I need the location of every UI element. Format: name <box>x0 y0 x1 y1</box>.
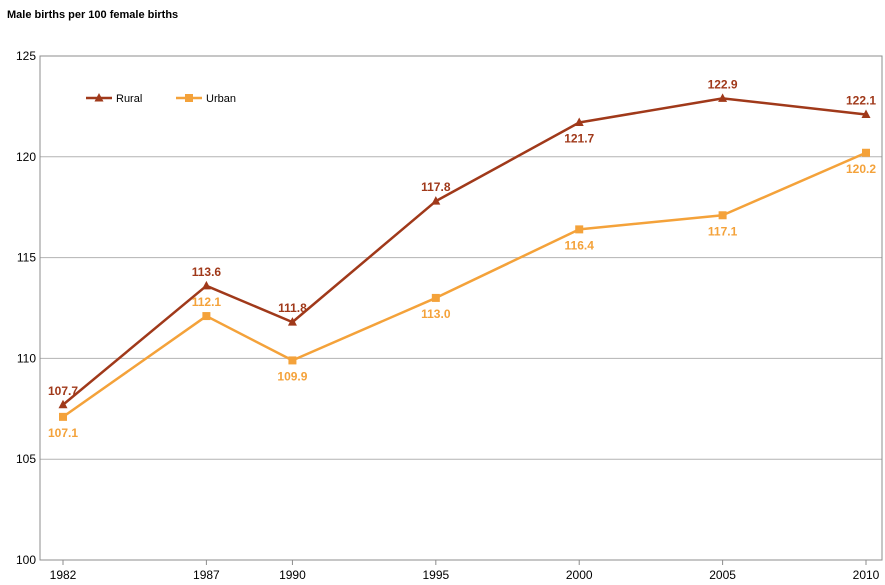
rural-data-label: 122.9 <box>708 77 738 91</box>
chart-title: Male births per 100 female births <box>7 9 179 21</box>
urban-point <box>202 312 211 321</box>
legend: Rural Urban <box>86 93 236 105</box>
rural-data-label: 111.8 <box>278 301 307 315</box>
x-tick-label: 2010 <box>853 568 880 582</box>
rural-data-label: 117.8 <box>421 180 451 194</box>
y-tick-label: 100 <box>16 553 36 567</box>
rural-point <box>861 109 871 118</box>
urban-data-label: 109.9 <box>277 369 307 383</box>
plot-area-border <box>39 55 883 561</box>
urban-data-label: 113.0 <box>421 307 451 321</box>
x-tick-label: 1982 <box>50 568 77 582</box>
grid <box>40 55 882 561</box>
y-tick-label: 110 <box>17 351 36 365</box>
rural-data-label: 122.1 <box>846 93 876 107</box>
data-labels: 107.1 112.1 109.9 113.0 116.4 117.1 120.2 107.7… <box>48 77 876 440</box>
rural-point <box>287 317 297 326</box>
urban-data-label: 116.4 <box>565 238 595 252</box>
y-tick-label: 125 <box>16 49 36 63</box>
y-tick-label: 105 <box>16 452 36 466</box>
rural-point <box>574 117 584 127</box>
rural-data-label: 121.7 <box>564 132 594 146</box>
x-tick-label: 1995 <box>422 568 449 582</box>
x-tick-label: 1990 <box>279 568 306 582</box>
urban-point <box>288 356 297 365</box>
urban-point <box>575 225 584 234</box>
x-tick-label: 1987 <box>193 568 220 582</box>
urban-series-line <box>62 151 867 418</box>
urban-data-label: 107.1 <box>48 426 78 440</box>
legend-urban-label: Urban <box>206 93 236 105</box>
legend-rural-label: Rural <box>116 93 142 105</box>
axes: 100 105 110 115 120 125 1982 1987 1990 1995 2000 20… <box>16 49 883 582</box>
rural-point <box>58 399 68 409</box>
urban-data-label: 120.2 <box>846 162 876 176</box>
urban-point <box>431 293 440 302</box>
rural-data-label: 107.7 <box>48 384 78 398</box>
rural-point <box>718 93 728 102</box>
urban-point <box>862 148 870 157</box>
urban-point <box>718 211 727 220</box>
series-layer <box>58 93 871 421</box>
y-tick-label: 115 <box>17 251 36 265</box>
x-tick-label: 2005 <box>709 568 736 582</box>
urban-point <box>59 412 67 421</box>
urban-data-label: 112.1 <box>192 295 222 309</box>
legend-urban-marker <box>185 94 193 102</box>
urban-data-label: 117.1 <box>708 224 738 238</box>
rural-data-label: 113.6 <box>192 265 222 279</box>
legend-rural-marker <box>94 93 104 102</box>
y-tick-label: 120 <box>16 150 36 164</box>
rural-point <box>201 280 211 290</box>
rural-point <box>431 196 441 205</box>
x-tick-label: 2000 <box>566 568 593 582</box>
